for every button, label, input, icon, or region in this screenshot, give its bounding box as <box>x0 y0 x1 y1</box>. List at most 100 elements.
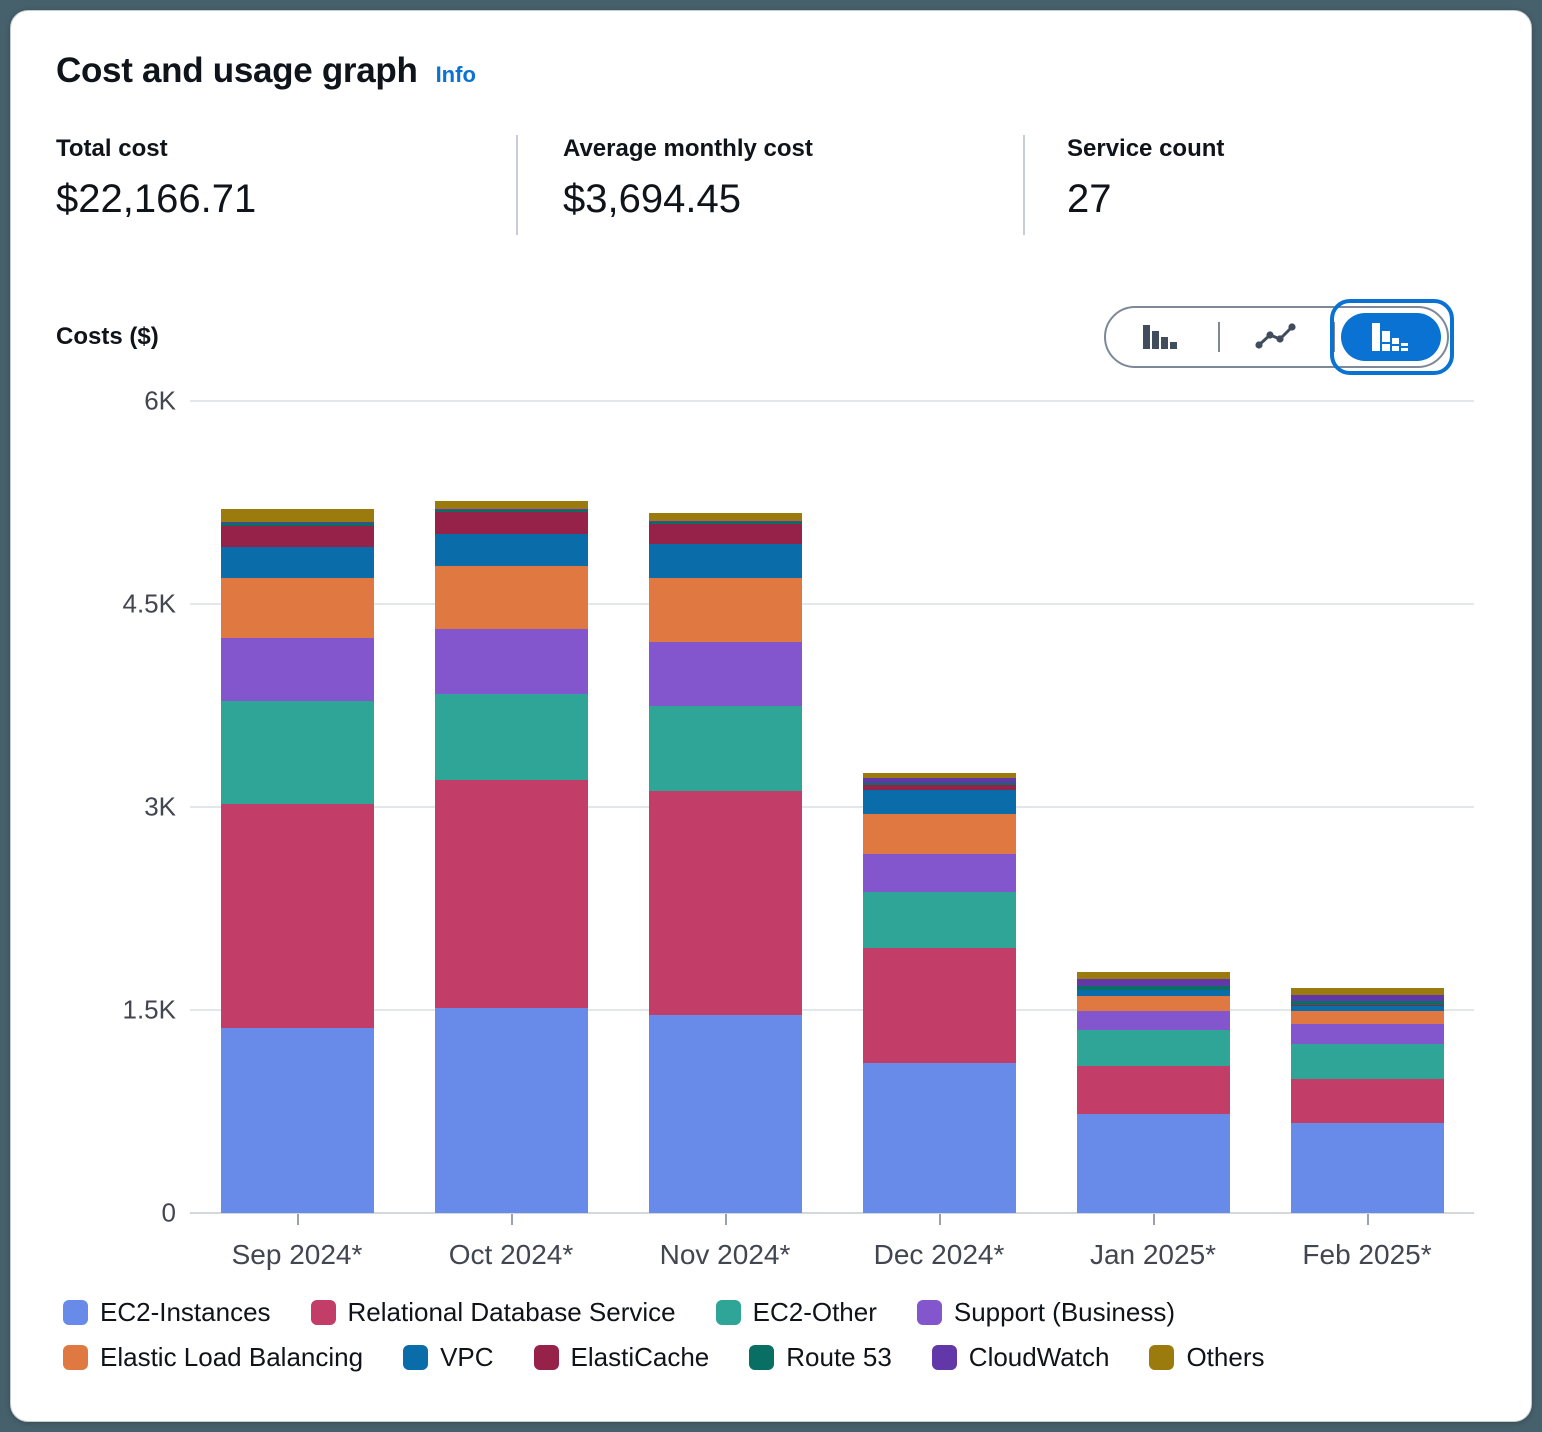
bar-segment[interactable] <box>434 1007 588 1213</box>
bar-segment[interactable] <box>1076 972 1230 979</box>
bar-segment[interactable] <box>648 521 802 523</box>
legend-swatch <box>931 1345 957 1370</box>
bar-segment[interactable] <box>434 566 588 630</box>
bar-segment[interactable] <box>1076 1065 1230 1115</box>
toggle-divider <box>1218 322 1221 352</box>
bar-segment[interactable] <box>648 512 802 522</box>
bar-segment[interactable] <box>220 804 374 1028</box>
bar-segment[interactable] <box>1290 1011 1444 1024</box>
bar-segment[interactable] <box>220 521 374 523</box>
bar-segment[interactable] <box>1076 1114 1230 1213</box>
toggle-bar-chart-button[interactable] <box>1106 308 1218 366</box>
bar-segment[interactable] <box>648 791 802 1015</box>
bar-segment[interactable] <box>434 510 588 513</box>
bar-segment[interactable] <box>862 777 1016 783</box>
bar-segment[interactable] <box>1290 1079 1444 1124</box>
bar-segment[interactable] <box>434 779 588 1008</box>
chart-header-row: Costs ($) <box>56 299 1486 375</box>
legend-item-elastic-load-balancing[interactable]: Elastic Load Balancing <box>63 1342 363 1373</box>
bar-segment[interactable] <box>1290 1000 1444 1006</box>
bar-segment[interactable] <box>220 701 374 805</box>
legend-item-support-business-[interactable]: Support (Business) <box>916 1297 1175 1328</box>
bar-group-dec-2024- <box>832 401 1046 1225</box>
stats-divider <box>516 135 518 235</box>
bar-group-jan-2025- <box>1046 401 1260 1225</box>
bar-segment[interactable] <box>1076 985 1230 990</box>
bar-segment[interactable] <box>434 512 588 535</box>
bar-segment[interactable] <box>862 790 1016 814</box>
bar-segment[interactable] <box>434 534 588 567</box>
y-tick-label: 0 <box>161 1197 176 1228</box>
x-axis-baseline <box>190 1212 1474 1214</box>
bar-segment[interactable] <box>648 641 802 707</box>
bar-segment[interactable] <box>1290 1043 1444 1080</box>
gridline <box>190 400 1474 402</box>
x-axis-tick <box>1153 1214 1155 1225</box>
bar-segment[interactable] <box>220 522 374 526</box>
bar-segment[interactable] <box>862 782 1016 785</box>
legend-item-route-53[interactable]: Route 53 <box>749 1342 892 1373</box>
page-title: Cost and usage graph <box>56 51 418 90</box>
y-tick-label: 3K <box>144 791 176 822</box>
bar-segment[interactable] <box>1290 988 1444 995</box>
legend-label: CloudWatch <box>968 1342 1110 1372</box>
bar-segment[interactable] <box>1076 990 1230 996</box>
bar-segment[interactable] <box>220 525 374 547</box>
bar-segment[interactable] <box>862 891 1016 948</box>
bar-segment[interactable] <box>1290 1005 1444 1006</box>
legend-label: Route 53 <box>786 1342 892 1372</box>
bar-segment[interactable] <box>648 577 802 642</box>
bar-segment[interactable] <box>862 784 1016 791</box>
plot-area <box>190 400 1474 1225</box>
legend-item-cloudwatch[interactable]: CloudWatch <box>931 1342 1110 1373</box>
legend-item-others[interactable]: Others <box>1149 1342 1264 1373</box>
bar-segment[interactable] <box>862 947 1016 1063</box>
bar-segment[interactable] <box>434 500 588 509</box>
bar-segment[interactable] <box>1076 989 1230 991</box>
bar-segment[interactable] <box>1290 1006 1444 1012</box>
bar-segment[interactable] <box>862 773 1016 778</box>
x-axis-labels: Sep 2024* Oct 2024* Nov 2024* Dec 2024* Jan … <box>190 1239 1474 1271</box>
bar-segment[interactable] <box>220 508 374 522</box>
x-axis-label: Oct 2024* <box>448 1239 574 1270</box>
bar-segment[interactable] <box>220 546 374 578</box>
bar-segment[interactable] <box>434 694 588 780</box>
bar-segment[interactable] <box>648 544 802 578</box>
bar-segment[interactable] <box>648 524 802 545</box>
bar-segment[interactable] <box>434 508 588 511</box>
bar-segment[interactable] <box>862 853 1016 892</box>
bar-segment[interactable] <box>862 813 1016 854</box>
legend-item-ec2-other[interactable]: EC2-Other <box>715 1297 877 1328</box>
legend-label: Others <box>1186 1342 1265 1372</box>
summary-stats: Total cost $22,166.71 Average monthly co… <box>56 135 1486 235</box>
toggle-stacked-bar-chart-button[interactable] <box>1329 299 1454 375</box>
bar-segment[interactable] <box>1290 1023 1444 1044</box>
info-link[interactable]: Info <box>435 62 476 87</box>
x-axis-label: Jan 2025* <box>1089 1239 1217 1270</box>
bar-segment[interactable] <box>862 1062 1016 1213</box>
bar-segment[interactable] <box>434 629 588 695</box>
legend-label: Relational Database Service <box>347 1297 676 1327</box>
x-axis-tick <box>1367 1214 1369 1225</box>
legend-item-vpc[interactable]: VPC <box>403 1342 494 1373</box>
legend-item-ec2-instances[interactable]: EC2-Instances <box>63 1297 271 1328</box>
bar-segment[interactable] <box>1076 1010 1230 1030</box>
bar-segment[interactable] <box>220 1027 374 1213</box>
bar-segment[interactable] <box>648 706 802 792</box>
chart-type-toggle <box>1104 299 1454 375</box>
legend-item-elasticache[interactable]: ElastiCache <box>533 1342 709 1373</box>
bar-segment[interactable] <box>220 577 374 638</box>
bar-segment[interactable] <box>220 637 374 702</box>
toggle-line-chart-button[interactable] <box>1220 308 1332 366</box>
bar-segment[interactable] <box>1076 1029 1230 1066</box>
x-axis-tick <box>511 1214 513 1225</box>
bar-segment[interactable] <box>1290 1123 1444 1213</box>
bar-segment[interactable] <box>648 1014 802 1213</box>
legend-item-relational-database-service[interactable]: Relational Database Service <box>310 1297 676 1328</box>
stat-value: $3,694.45 <box>563 177 741 221</box>
legend-swatch <box>310 1300 336 1325</box>
bar-segment[interactable] <box>1076 995 1230 1011</box>
bar-segment[interactable] <box>648 522 802 525</box>
bar-segment[interactable] <box>1290 994 1444 1001</box>
bar-segment[interactable] <box>1076 978 1230 986</box>
